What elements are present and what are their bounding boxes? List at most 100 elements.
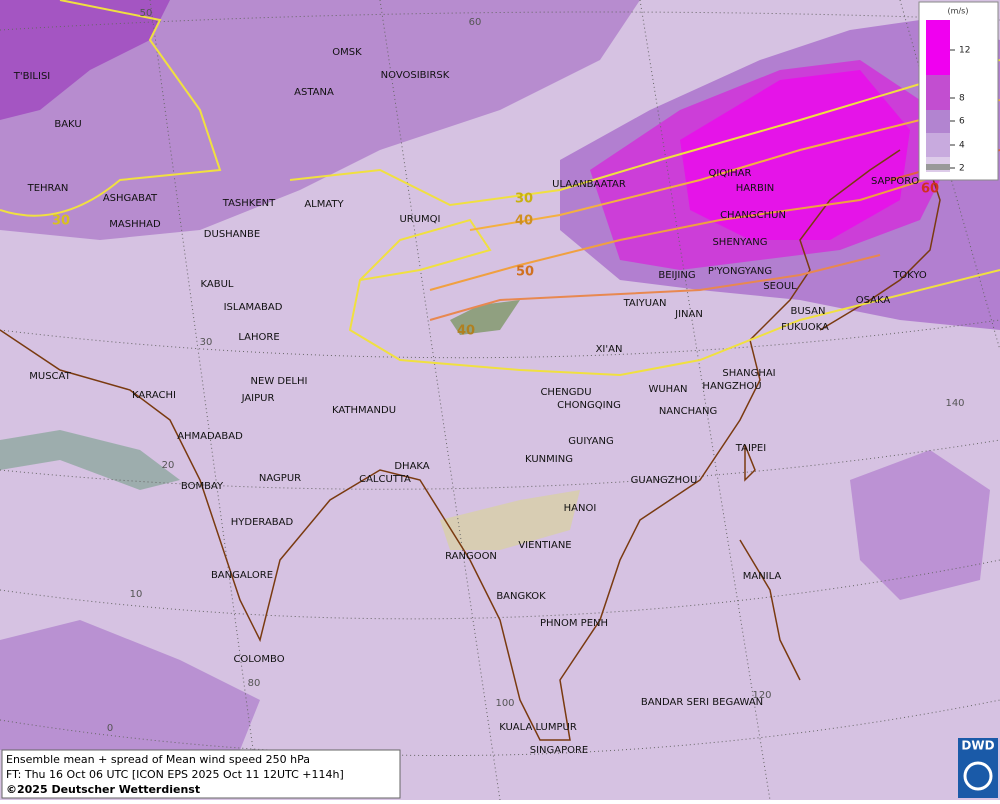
city-label: GUANGZHOU [631, 475, 698, 486]
city-label: VIENTIANE [518, 540, 571, 551]
graticule-label: 60 [469, 17, 482, 28]
legend-tick-label: 12 [959, 46, 970, 56]
city-label: ASHGABAT [103, 193, 158, 204]
city-label: SHENYANG [712, 237, 767, 248]
city-label: LAHORE [238, 332, 279, 343]
city-label: NOVOSIBIRSK [381, 70, 450, 81]
city-label: CHANGCHUN [720, 210, 786, 221]
logo-swirl [963, 761, 993, 791]
legend-tick-label: 6 [959, 117, 965, 127]
spread-area [680, 70, 910, 240]
city-label: HARBIN [736, 183, 775, 194]
city-label: HYDERABAD [231, 517, 294, 528]
logo-text: DWD [961, 739, 994, 753]
city-label: ALMATY [304, 199, 344, 210]
footer-box [1, 749, 401, 799]
footer-title: Ensemble mean + spread of Mean wind spee… [6, 753, 310, 766]
city-label: BAKU [54, 119, 81, 130]
city-label: PHNOM PENH [540, 618, 608, 629]
city-label: SHANGHAI [722, 368, 775, 379]
city-label: MANILA [743, 571, 782, 582]
contour-label: 60 [921, 182, 939, 197]
city-label: SINGAPORE [530, 745, 589, 756]
footer-forecast: FT: Thu 16 Oct 06 UTC [ICON EPS 2025 Oct… [6, 768, 344, 781]
city-label: GUIYANG [568, 436, 613, 447]
city-label: SEOUL [763, 281, 797, 292]
graticule-label: 140 [945, 398, 964, 409]
terrain [450, 300, 520, 335]
city-label: BUSAN [790, 306, 825, 317]
contour-label: 40 [515, 214, 533, 229]
city-label: TASHKENT [222, 198, 276, 209]
graticule-label: 100 [495, 698, 514, 709]
city-label: NEW DELHI [251, 376, 308, 387]
city-label: XI'AN [596, 344, 623, 355]
footer-copyright: ©2025 Deutscher Wetterdienst [6, 783, 200, 796]
city-label: TEHRAN [27, 183, 69, 194]
graticule-label: 50 [140, 8, 153, 19]
city-label: BEIJING [658, 270, 695, 281]
graticule-label: 80 [248, 678, 261, 689]
contour-label: 30 [52, 214, 70, 229]
city-label: P'YONGYANG [708, 266, 772, 277]
graticule-label: 120 [752, 690, 771, 701]
city-label: DHAKA [394, 461, 429, 472]
city-label: CALCUTTA [359, 474, 411, 485]
city-label: ASTANA [294, 87, 334, 98]
city-label: OMSK [332, 47, 362, 58]
contour-label: 40 [457, 324, 475, 339]
city-label: T'BILISI [13, 71, 50, 82]
city-label: NANCHANG [659, 406, 717, 417]
spread-area [0, 620, 260, 750]
city-label: ISLAMABAD [224, 302, 283, 313]
city-label: NAGPUR [259, 473, 301, 484]
city-label: TAIYUAN [623, 298, 667, 309]
city-label: BANGALORE [211, 570, 273, 581]
contour-label: 50 [516, 265, 534, 280]
isotach [0, 0, 1000, 377]
city-label: KUALA LUMPUR [499, 722, 577, 733]
legend-tick-label: 2 [959, 164, 965, 174]
city-label: AHMADABAD [177, 431, 243, 442]
graticule-label: 0 [107, 723, 113, 734]
city-label: HANOI [564, 503, 597, 514]
spread-area [0, 0, 640, 240]
city-label: FUKUOKA [781, 322, 829, 333]
spread-area [0, 0, 170, 120]
spread-area [850, 450, 990, 600]
city-label: DUSHANBE [204, 229, 260, 240]
city-label: HANGZHOU [702, 381, 761, 392]
city-label: BOMBAY [181, 481, 224, 492]
contour-label: 30 [515, 192, 533, 207]
graticule-label: 10 [130, 589, 143, 600]
city-label: MUSCAT [29, 371, 71, 382]
legend [918, 1, 999, 181]
city-label: KATHMANDU [332, 405, 396, 416]
city-label: URUMQI [399, 214, 440, 225]
terrain [440, 490, 580, 550]
legend-tick-label: 8 [959, 94, 965, 104]
city-label: TAIPEI [735, 443, 766, 454]
city-label: JAIPUR [241, 393, 275, 404]
city-label: SAPPORO [871, 176, 919, 187]
city-label: QIQIHAR [709, 168, 752, 179]
graticule-label: 20 [162, 460, 175, 471]
city-label: CHENGDU [540, 387, 591, 398]
city-label: ULAANBAATAR [552, 179, 626, 190]
city-label: CHONGQING [557, 400, 621, 411]
legend-unit: (m/s) [948, 7, 969, 16]
city-label: KUNMING [525, 454, 573, 465]
city-label: JINAN [674, 309, 703, 320]
city-label: RANGOON [445, 551, 497, 562]
city-label: WUHAN [648, 384, 687, 395]
city-label: MASHHAD [109, 219, 161, 230]
legend-tick-label: 4 [959, 141, 965, 151]
city-label: KARACHI [132, 390, 176, 401]
city-label: OSAKA [856, 295, 891, 306]
city-label: BANGKOK [496, 591, 546, 602]
city-label: TOKYO [892, 270, 927, 281]
terrain [0, 430, 180, 490]
city-label: COLOMBO [233, 654, 284, 665]
